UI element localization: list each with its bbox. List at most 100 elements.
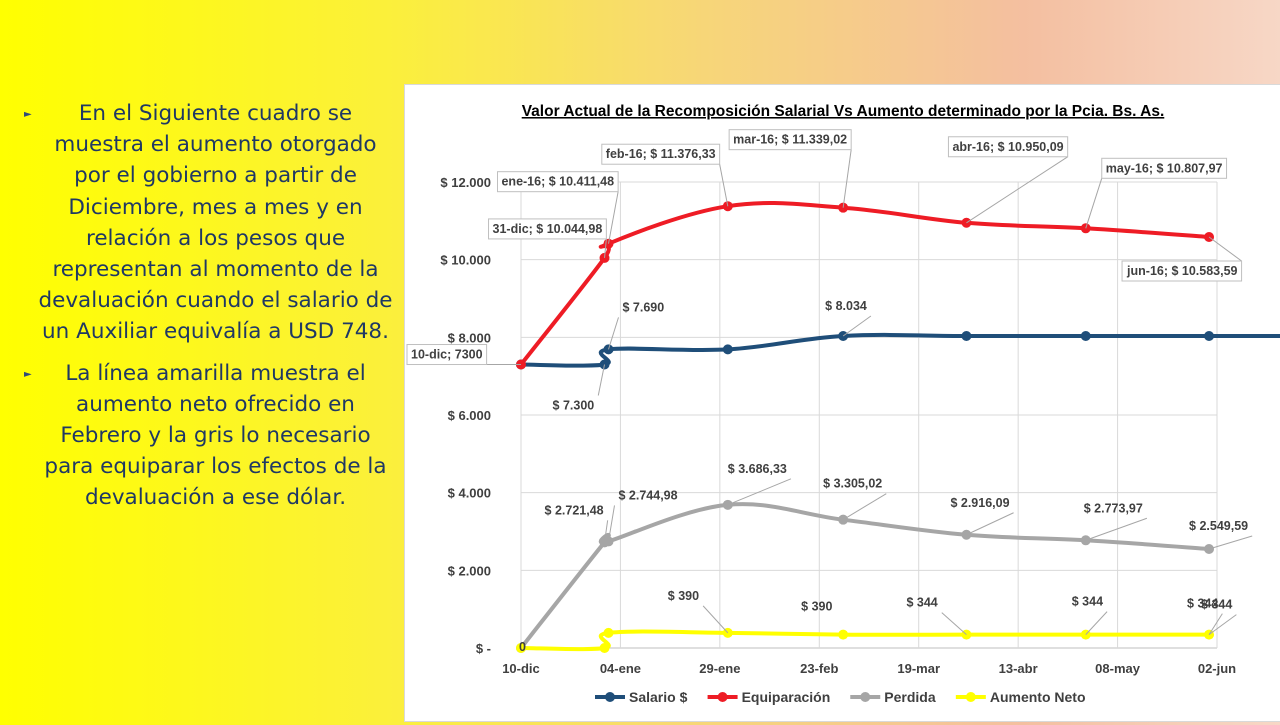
bullet-text: La línea amarilla muestra el aumento net… [44,360,387,511]
series-line [519,502,1211,650]
data-label: $ 2.549,59 [1189,519,1253,550]
legend-marker [965,692,976,702]
data-label-text: $ 3.686,33 [728,462,787,476]
data-label-text: jun-16; $ 10.583,59 [1126,264,1238,278]
data-label-text: $ 2.916,09 [950,496,1009,510]
x-tick-label: 19-mar [897,661,940,676]
legend-label: Equiparación [742,689,831,705]
data-label: $ 390 [801,600,832,614]
data-label-leader [727,478,792,506]
data-point [603,536,614,547]
line-chart: Valor Actual de la Recomposición Salaria… [406,103,1280,705]
y-tick-label: $ 2.000 [448,563,491,578]
bullet-item: ► La línea amarilla muestra el aumento n… [24,358,402,514]
data-label-leader [966,156,1068,224]
data-point [722,499,733,510]
data-label-leader [966,512,1014,536]
y-tick-label: $ 8.000 [448,330,491,345]
data-label-box [947,136,1069,158]
data-label-text: $ 390 [801,600,832,614]
data-label-leader [604,238,607,258]
data-label-text: $ 344 [906,596,937,610]
series-line [519,332,1280,368]
data-point [1204,543,1215,554]
chart-container: Valor Actual de la Recomposición Salaria… [404,84,1280,722]
data-label-text: 31-dic; $ 10.044,98 [493,222,603,236]
grid: $ - $ 2.000 $ 4.000 $ 6.000 $ 8.000 $ 10.000 $… [440,175,1236,676]
y-tick-label: $ - [476,641,491,656]
x-tick-label: 10-dic [502,661,540,676]
data-label: $ 2.916,09 [950,496,1014,536]
data-label-leader [1208,613,1223,635]
data-label-text: may-16; $ 10.807,97 [1106,161,1223,175]
data-label: 31-dic; $ 10.044,98 [488,218,607,258]
data-label-leader [608,505,615,542]
legend-label: Perdida [884,689,936,705]
x-tick-label: 08-may [1095,661,1141,676]
data-label-leader [702,605,729,634]
data-label-text: $ 344 [1201,598,1232,612]
data-label-text: $ 7.300 [553,399,595,413]
data-label: abr-16; $ 10.950,09 [947,136,1069,224]
data-label-text: $ 7.690 [622,300,664,314]
data-label: feb-16; $ 11.376,33 [601,143,729,207]
data-point [603,344,614,355]
data-label: $ 344 [1201,598,1237,636]
legend-item: Salario $ [595,689,688,705]
data-label-box [1121,260,1243,282]
data-label-text: feb-16; $ 11.376,33 [606,147,716,161]
x-tick-label: 13-abr [999,661,1038,676]
data-label-text: 0 [519,640,526,654]
data-label-leader [842,315,872,337]
data-point [599,643,610,653]
data-label-leader [608,191,619,244]
legend-item: Aumento Neto [955,689,1086,705]
y-tick-label: $ 4.000 [448,486,491,501]
data-point [1204,331,1215,342]
data-label-box [728,129,852,151]
data-label-text: $ 2.549,59 [1189,519,1248,533]
data-point [516,643,526,653]
legend-marker [860,692,871,702]
data-point [961,331,972,342]
data-label-leader [1208,236,1242,262]
data-label: jun-16; $ 10.583,59 [1121,236,1243,282]
y-tick-label: $ 6.000 [448,408,491,423]
legend-label: Salario $ [629,689,688,705]
legend-label: Aumento Neto [990,689,1086,705]
bullet-item: ► En el Siguiente cuadro se muestra el a… [24,98,402,348]
data-label-text: $ 3.305,02 [823,477,882,491]
data-point [1204,232,1215,243]
data-label-text: $ 2.744,98 [618,488,677,502]
y-tick-label: $ 12.000 [440,175,491,190]
data-label: ene-16; $ 10.411,48 [496,171,619,244]
annotation-layer: 31-dic; $ 10.044,98 ene-16; $ 10.411,48 fe… [406,129,1253,654]
data-point [1204,629,1215,640]
data-label: $ 2.721,48 [545,503,609,543]
data-label: $ 2.744,98 [608,488,678,542]
chart-title: Valor Actual de la Recomposición Salaria… [522,103,1165,120]
data-label-leader [608,317,619,350]
data-label-text: $ 2.773,97 [1084,501,1143,515]
data-label: may-16; $ 10.807,97 [1085,157,1228,229]
data-label-leader [1085,611,1108,635]
data-label-text: $ 344 [1187,597,1218,611]
data-label-text: abr-16; $ 10.950,09 [952,140,1063,154]
data-point [838,629,849,640]
legend-marker [717,692,728,702]
data-label: $ 3.305,02 [823,477,887,521]
data-label-text: $ 8.034 [825,299,867,313]
legend-item: Equiparación [707,689,831,705]
data-label-box [601,143,721,165]
data-label: mar-16; $ 11.339,02 [728,129,852,208]
data-label: 10-dic; 7300 [406,344,521,366]
data-label-leader [597,364,606,396]
data-label: $ 3.686,33 [727,462,792,506]
bullet-text: En el Siguiente cuadro se muestra el aum… [38,101,393,345]
data-label: $ 8.034 [825,299,872,337]
data-point [1080,331,1091,342]
data-point [599,359,610,370]
data-label: $ 344 [1072,595,1108,635]
series-line [519,629,1211,652]
x-tick-label: 29-ene [699,661,740,676]
